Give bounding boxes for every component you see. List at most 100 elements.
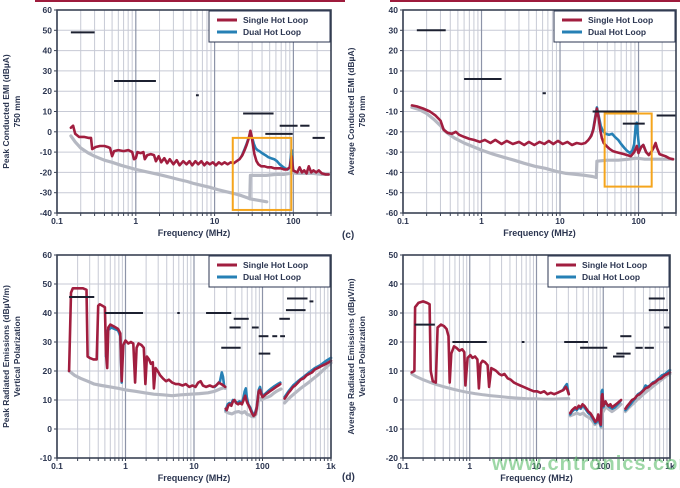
y-tick-label: -20 [386, 453, 399, 463]
legend-box [553, 10, 676, 43]
x-tick-label: 1k [665, 461, 675, 471]
y-tick-label: 0 [393, 395, 398, 405]
x-tick-label: 0.1 [397, 216, 409, 226]
plot-border [402, 9, 677, 214]
series-noise-floor [283, 361, 333, 405]
x-tick-label: 10 [189, 461, 199, 471]
y-tick-label: -60 [386, 208, 399, 218]
y-tick-label: 40 [43, 46, 53, 56]
x-axis-label: Frequency (MHz) [503, 228, 576, 238]
series-single-hot-loop [410, 104, 675, 161]
y-tick-label: -50 [386, 188, 399, 198]
x-tick-label: 0.1 [51, 461, 63, 471]
y-tick-label: 30 [43, 337, 53, 347]
y-tick-label: -20 [40, 167, 53, 177]
y-tick-label: 20 [43, 366, 53, 376]
y-axis-sublabel: 750 mm [12, 95, 22, 127]
y-tick-label: 20 [389, 46, 399, 56]
x-tick-label: 100 [286, 216, 300, 226]
y-tick-label: 30 [389, 25, 399, 35]
legend-label: Dual Hot Loop [243, 27, 301, 37]
x-tick-label: 100 [596, 461, 610, 471]
chart-average-conducted-emi: -60 -50 -40 -30 -20 -10 0 10 20 30 40 0.1 1 10 100 Aver… [346, 5, 677, 238]
x-tick-label: 1 [123, 461, 128, 471]
y-tick-label: 60 [43, 250, 53, 260]
highlight-box [603, 112, 653, 188]
series-single-hot-loop [410, 300, 571, 396]
cropped-top-line-left [35, 0, 345, 2]
series-noise-floor [410, 372, 571, 401]
y-tick-label: -10 [386, 107, 399, 117]
y-tick-label: 10 [389, 66, 399, 76]
x-tick-label: 1 [467, 461, 472, 471]
x-tick-label: 0.1 [397, 461, 409, 471]
y-tick-label: 40 [43, 308, 53, 318]
x-tick-label: 10 [555, 216, 565, 226]
x-tick-label: 100 [631, 216, 645, 226]
series-dual-hot-loop [240, 133, 297, 173]
plot-border [402, 254, 671, 459]
y-tick-label: 10 [43, 107, 53, 117]
y-tick-label: 10 [389, 366, 399, 376]
y-tick-label: -10 [386, 424, 399, 434]
x-tick-label: 1 [133, 216, 138, 226]
chart-peak-conducted-emi: -40 -30 -20 -10 0 10 20 30 40 50 60 0.1 1 10 100 Peak C… [1, 5, 332, 238]
highlight-box [231, 136, 293, 211]
y-tick-label: 10 [43, 395, 53, 405]
watermark: www.cntronics.com [492, 453, 680, 475]
chart-peak-radiated-emissions: -10 0 10 20 30 40 50 60 0.1 1 10 100 1k Peak Radiated… [1, 250, 336, 483]
series-single-hot-loop [624, 371, 672, 410]
series-noise-floor [69, 134, 331, 201]
legend-box [208, 10, 331, 43]
legend-label: Single Hot Loop [582, 260, 647, 270]
series-single-hot-loop [283, 359, 333, 400]
plot-border [56, 254, 332, 459]
legend-box [208, 255, 331, 288]
series-noise-floor [67, 369, 227, 398]
y-tick-label: 50 [43, 279, 53, 289]
y-tick-label: 30 [43, 66, 53, 76]
y-axis-sublabel: Vertical Polarization [357, 316, 367, 397]
y-tick-label: 0 [47, 127, 52, 137]
y-tick-label: -10 [40, 147, 53, 157]
y-axis-label: Peak Conducted EMI (dBµA) [1, 54, 11, 169]
series-single-hot-loop [224, 382, 282, 418]
subfigure-label-c: (c) [342, 230, 355, 241]
y-axis-label: Peak Radiated Emissions (dBµV/m) [1, 285, 11, 428]
y-tick-label: -30 [40, 188, 53, 198]
y-tick-label: -40 [40, 208, 53, 218]
series-noise-floor [248, 197, 269, 204]
y-tick-label: 50 [43, 25, 53, 35]
y-tick-label: 30 [389, 308, 399, 318]
x-axis-label: Frequency (MHz) [158, 473, 231, 483]
y-tick-label: 40 [389, 5, 399, 15]
y-tick-label: 0 [393, 86, 398, 96]
plot-border [56, 9, 332, 214]
y-axis-sublabel: Vertical Polarization [12, 316, 22, 397]
legend-label: Dual Hot Loop [588, 27, 646, 37]
y-tick-label: 20 [389, 337, 399, 347]
subfigure-label-d: (d) [342, 472, 355, 483]
series-single-hot-loop [67, 286, 227, 390]
legend-label: Single Hot Loop [243, 260, 308, 270]
x-tick-label: 10 [532, 461, 542, 471]
cropped-top-line-right [390, 0, 680, 2]
x-axis-label: Frequency (MHz) [500, 473, 573, 483]
y-tick-label: -30 [386, 147, 399, 157]
y-tick-label: -40 [386, 167, 399, 177]
y-tick-label: 50 [389, 250, 399, 260]
series-dual-hot-loop [224, 381, 282, 416]
x-axis-label: Frequency (MHz) [158, 228, 231, 238]
y-tick-label: 60 [43, 5, 53, 15]
series-dual-hot-loop [624, 368, 672, 412]
y-axis-label: Average Radiated Emissions (dBµV/m) [346, 278, 356, 434]
x-tick-label: 0.1 [51, 216, 63, 226]
x-tick-label: 1k [326, 461, 336, 471]
y-axis-label: Average Conducted EMI (dBµA) [346, 47, 356, 175]
x-tick-label: 1 [479, 216, 484, 226]
series-noise-floor [623, 372, 672, 414]
legend-label: Single Hot Loop [588, 15, 653, 25]
x-tick-label: 100 [255, 461, 269, 471]
series-single-hot-loop [568, 392, 623, 426]
